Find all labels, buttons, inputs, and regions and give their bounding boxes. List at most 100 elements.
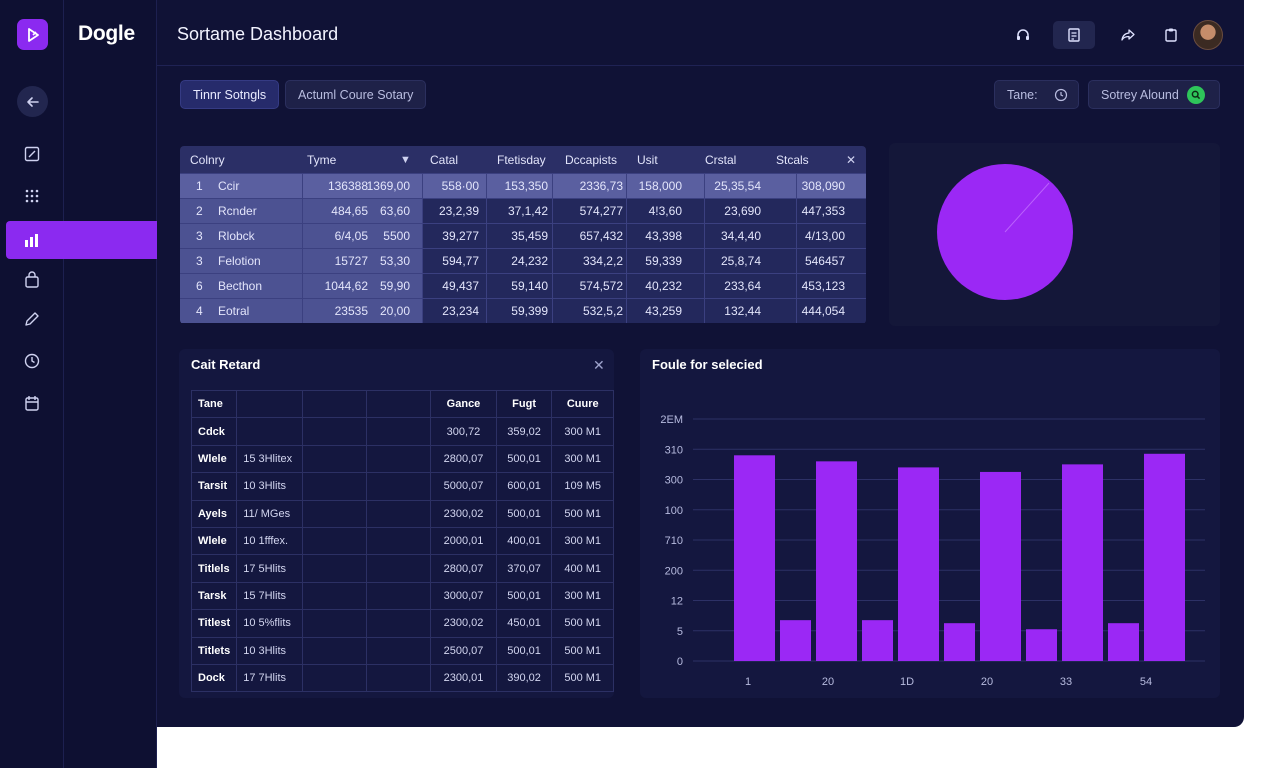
record-detail: 10 3Hlits: [236, 472, 304, 501]
sidebar-item-analytics[interactable]: [6, 221, 157, 259]
record-detail: 17 7Hlits: [236, 663, 304, 693]
grid-header-cell[interactable]: Dccapists: [565, 152, 618, 167]
record-header-cell[interactable]: Gance: [430, 389, 497, 419]
grid-row[interactable]: 1 Ccir 136388 1369,00 558·00 153,350 2336,73 15…: [180, 173, 866, 198]
grid-row[interactable]: 6 Becthon 1044,62 59,90 49,437 59,140 574,572 4…: [180, 273, 866, 298]
record-header-cell[interactable]: Fugt: [495, 389, 553, 419]
bar[interactable]: [734, 455, 775, 661]
y-tick-label: 12: [671, 596, 683, 608]
bar[interactable]: [1108, 623, 1139, 661]
sidebar-item-bag[interactable]: [6, 261, 157, 299]
record-row[interactable]: Cdck 300,72 359,02 300 M1: [190, 417, 614, 446]
page-title: Sortame Dashboard: [177, 24, 339, 44]
bar[interactable]: [862, 620, 893, 661]
tab-tinnr-sotngls[interactable]: Tinnr Sotngls: [180, 80, 280, 109]
sidebar-item-clock[interactable]: [6, 342, 157, 380]
record-value: 5000,07: [430, 472, 497, 501]
close-icon[interactable]: ✕: [593, 357, 605, 373]
grid-cell: 25,8,74: [720, 254, 761, 268]
share-button[interactable]: [1107, 21, 1149, 49]
grid-header-cell[interactable]: Stcals: [776, 152, 809, 167]
bar[interactable]: [1026, 629, 1057, 661]
record-row[interactable]: Tarsk 15 7Hlits 3000,07 500,01 300 M1: [190, 581, 614, 611]
record-header-row: Tane Gance Fugt Cuure: [190, 389, 614, 419]
user-avatar[interactable]: [1193, 20, 1223, 50]
record-empty-cell: [366, 526, 432, 556]
bar[interactable]: [1062, 464, 1103, 661]
grid-cell: 484,65: [331, 204, 368, 218]
grid-header-cell[interactable]: Catal: [430, 152, 459, 167]
record-empty-cell: [302, 609, 368, 638]
record-header-cell[interactable]: [302, 389, 368, 419]
app-logo[interactable]: [17, 19, 48, 50]
grid-row[interactable]: 2 Rcnder 484,65 63,60 23,2,39 37,1,42 574,277 4…: [180, 198, 866, 223]
grid-row[interactable]: 3 Felotion 15727 53,30 594,77 24,232 334,2,2 59…: [180, 248, 866, 273]
grid-divider: [486, 249, 487, 273]
record-panel: Cait Retard ✕ Tane Gance Fugt Cuure Cdck 300,…: [179, 349, 614, 698]
record-value: 600,01: [495, 472, 553, 501]
record-header-cell[interactable]: Cuure: [551, 389, 614, 419]
chart-panel-title: Foule for selecied: [652, 357, 763, 372]
record-row[interactable]: Wlele 15 3Hlitex 2800,07 500,01 300 M1: [190, 444, 614, 474]
grid-divider: [302, 249, 303, 273]
grid-header-cell[interactable]: Ftetisday: [497, 152, 546, 167]
time-filter[interactable]: Tane:: [994, 80, 1079, 109]
sidebar-item-grid[interactable]: [6, 177, 157, 215]
record-header-cell[interactable]: [366, 389, 432, 419]
grid-header-cell[interactable]: Crstal: [705, 152, 737, 167]
clock-icon: [1054, 88, 1068, 102]
sidebar-item-calendar[interactable]: [6, 384, 157, 422]
grid-divider: [422, 174, 423, 198]
record-value: 500,01: [495, 499, 553, 528]
grid-row[interactable]: 4 Eotral 23535 20,00 23,234 59,399 532,5,2 43,2…: [180, 298, 866, 323]
bar[interactable]: [944, 623, 975, 661]
record-row[interactable]: Ayels 11/ MGes 2300,02 500,01 500 M1: [190, 499, 614, 528]
record-value: 300 M1: [551, 581, 614, 611]
record-row[interactable]: Titlets 10 3Hlits 2500,07 500,01 500 M1: [190, 636, 614, 665]
record-row[interactable]: Wlele 10 1fffex. 2000,01 400,01 300 M1: [190, 526, 614, 556]
grid-row-bg: [180, 299, 422, 323]
record-header-cell[interactable]: [236, 389, 304, 419]
grid-cell: 453,123: [801, 279, 845, 293]
record-row[interactable]: Titlest 10 5%flits 2300,02 450,01 500 M1: [190, 609, 614, 638]
record-name: Cdck: [190, 417, 238, 446]
tab-actuml-coure-sotary[interactable]: Actuml Coure Sotary: [285, 80, 427, 109]
survey-button[interactable]: Sotrey Alound: [1088, 80, 1220, 109]
bar[interactable]: [1144, 453, 1185, 661]
close-icon[interactable]: ✕: [846, 152, 857, 167]
grid-header-cell[interactable]: Colnry: [190, 152, 225, 167]
support-button[interactable]: [1002, 21, 1044, 49]
record-row[interactable]: Tarsit 10 3Hlits 5000,07 600,01 109 M5: [190, 472, 614, 501]
record-value: 300 M1: [551, 417, 614, 446]
bar[interactable]: [816, 461, 857, 661]
grid-cell: 444,054: [801, 304, 845, 318]
record-name: Titlets: [190, 636, 238, 665]
record-row[interactable]: Titlels 17 5Hlits 2800,07 370,07 400 M1: [190, 554, 614, 583]
grid-header-cell[interactable]: Usit: [637, 152, 658, 167]
chart-panel: Foule for selecied 0 5 12 200 710 100 300 310 2E…: [640, 349, 1220, 698]
grid-cell: 23,2,39: [438, 204, 479, 218]
record-value: 3000,07: [430, 581, 497, 611]
grid-divider: [796, 199, 797, 223]
bar[interactable]: [898, 467, 939, 661]
sidebar-item-edit[interactable]: [6, 135, 157, 173]
grid-header-cell[interactable]: Tyme: [307, 152, 337, 167]
sidebar-item-pen[interactable]: [6, 300, 157, 338]
record-row[interactable]: Dock 17 7Hlits 2300,01 390,02 500 M1: [190, 663, 614, 693]
grid-cell: 23535: [334, 304, 368, 318]
grid-row[interactable]: 3 Rlobck 6/4,05 5500 39,277 35,459 657,432 43,3…: [180, 223, 866, 248]
record-header-cell[interactable]: Tane: [190, 389, 238, 419]
clipboard-button[interactable]: [1150, 21, 1192, 49]
x-tick-label: 1D: [900, 676, 914, 688]
report-button[interactable]: [1053, 21, 1095, 49]
bar[interactable]: [980, 471, 1021, 661]
grid-cell: 233,64: [724, 279, 761, 293]
record-empty-cell: [302, 499, 368, 528]
back-button[interactable]: [17, 86, 48, 117]
chevron-down-icon[interactable]: ▼: [400, 153, 411, 166]
grid-cell: Eotral: [218, 304, 250, 318]
brand-column: [64, 0, 157, 768]
record-value: 359,02: [495, 417, 553, 446]
grid-cell: 532,5,2: [582, 304, 623, 318]
bar[interactable]: [780, 620, 811, 661]
